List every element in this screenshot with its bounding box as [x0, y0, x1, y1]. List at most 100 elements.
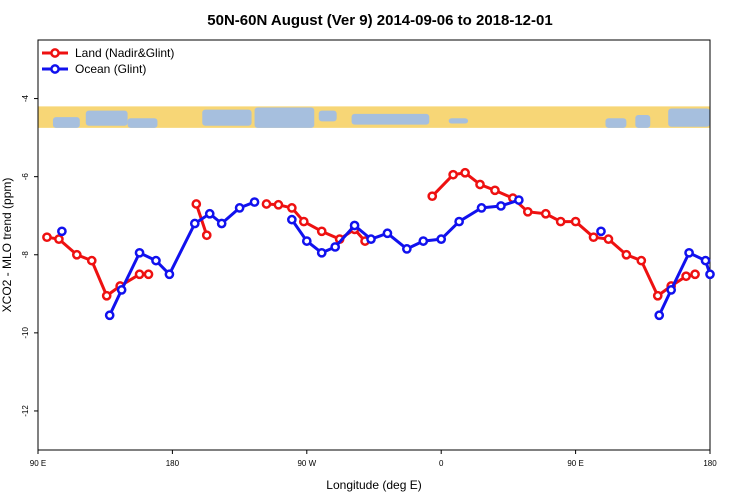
- chart-title: 50N-60N August (Ver 9) 2014-09-06 to 201…: [207, 12, 552, 29]
- data-point: [460, 167, 470, 178]
- data-point: [690, 269, 700, 280]
- data-point: [116, 285, 127, 295]
- data-point: [402, 244, 412, 254]
- data-point: [273, 199, 284, 210]
- data-point: [436, 234, 447, 244]
- data-point: [134, 269, 145, 280]
- data-point: [189, 218, 200, 229]
- y-tick-label: -10: [21, 327, 30, 339]
- series-line: [266, 202, 367, 243]
- data-point: [104, 310, 115, 321]
- data-point: [448, 169, 458, 180]
- data-point: [298, 216, 309, 227]
- y-tick-label: -8: [21, 251, 30, 259]
- data-point: [621, 249, 632, 260]
- data-point: [382, 228, 393, 239]
- data-point: [427, 191, 438, 202]
- data-point: [86, 255, 97, 266]
- data-point: [143, 269, 154, 280]
- data-point: [522, 206, 533, 217]
- series-layer: [42, 167, 715, 321]
- map-strip-ocean: [318, 110, 337, 122]
- series-ocean: [57, 195, 715, 321]
- x-tick-label: 90 W: [297, 459, 316, 468]
- data-point: [684, 247, 694, 258]
- x-tick-label: 90 E: [567, 459, 583, 468]
- x-axis: 90 E 180 90 W 0 90 E 180: [30, 450, 717, 468]
- map-strip-ocean: [85, 110, 128, 126]
- data-point: [234, 203, 245, 213]
- data-point: [71, 249, 82, 260]
- data-point: [570, 216, 581, 227]
- data-point: [151, 255, 161, 266]
- data-point: [349, 220, 360, 231]
- data-point: [216, 218, 227, 229]
- data-point: [454, 216, 464, 227]
- plot-frame: [37, 39, 711, 451]
- data-point: [287, 203, 297, 213]
- series-land: [42, 167, 700, 301]
- data-point: [475, 179, 485, 190]
- data-point: [496, 201, 506, 211]
- data-point: [588, 232, 599, 243]
- data-point: [700, 255, 711, 266]
- y-tick-label: -4: [21, 94, 30, 102]
- data-point: [476, 203, 487, 213]
- data-point: [603, 234, 614, 244]
- data-point: [540, 208, 551, 219]
- legend: Land (Nadir&Glint) Ocean (Glint): [42, 46, 174, 76]
- data-point: [54, 234, 64, 244]
- data-point: [301, 236, 312, 246]
- data-point: [204, 208, 215, 219]
- data-point: [57, 226, 67, 237]
- legend-marker: [50, 64, 60, 74]
- data-point: [191, 199, 202, 209]
- map-strip-ocean: [448, 118, 469, 124]
- map-strip-ocean: [52, 117, 80, 128]
- data-point: [666, 285, 677, 295]
- data-point: [418, 236, 429, 246]
- data-point: [134, 247, 145, 258]
- data-point: [654, 310, 665, 321]
- data-point: [287, 214, 297, 225]
- data-point: [330, 242, 341, 252]
- data-point: [652, 290, 663, 301]
- data-point: [101, 290, 112, 301]
- world-map-strip: [38, 106, 710, 128]
- x-axis-label: Longitude (deg E): [326, 478, 421, 492]
- data-point: [681, 271, 691, 282]
- map-strip-ocean: [127, 118, 158, 128]
- data-point: [316, 226, 327, 237]
- data-point: [201, 230, 212, 241]
- data-point: [316, 247, 327, 258]
- legend-label: Ocean (Glint): [75, 62, 146, 76]
- data-point: [636, 255, 647, 266]
- data-point: [366, 234, 376, 244]
- map-strip-ocean: [202, 109, 252, 126]
- data-point: [249, 197, 260, 207]
- y-axis-label: XCO2 - MLO trend (ppm): [0, 178, 14, 313]
- data-point: [42, 232, 52, 243]
- x-tick-label: 90 E: [30, 459, 46, 468]
- data-point: [514, 195, 524, 205]
- map-strip-ocean: [254, 107, 315, 128]
- map-strip-ocean: [605, 118, 627, 128]
- x-tick-label: 180: [703, 459, 717, 468]
- series-line: [108, 200, 256, 316]
- data-point: [261, 199, 272, 209]
- data-point: [490, 185, 500, 196]
- legend-label: Land (Nadir&Glint): [75, 46, 174, 60]
- data-point: [596, 226, 606, 237]
- y-tick-label: -6: [21, 173, 30, 181]
- legend-marker: [50, 48, 60, 58]
- x-tick-label: 0: [439, 459, 444, 468]
- data-point: [705, 269, 715, 280]
- y-tick-label: -12: [21, 405, 30, 417]
- series-line: [431, 171, 696, 298]
- map-strip-ocean: [668, 108, 710, 127]
- data-point: [164, 269, 175, 280]
- map-strip-ocean: [351, 113, 430, 125]
- map-strip-ocean: [635, 114, 651, 128]
- x-tick-label: 180: [166, 459, 180, 468]
